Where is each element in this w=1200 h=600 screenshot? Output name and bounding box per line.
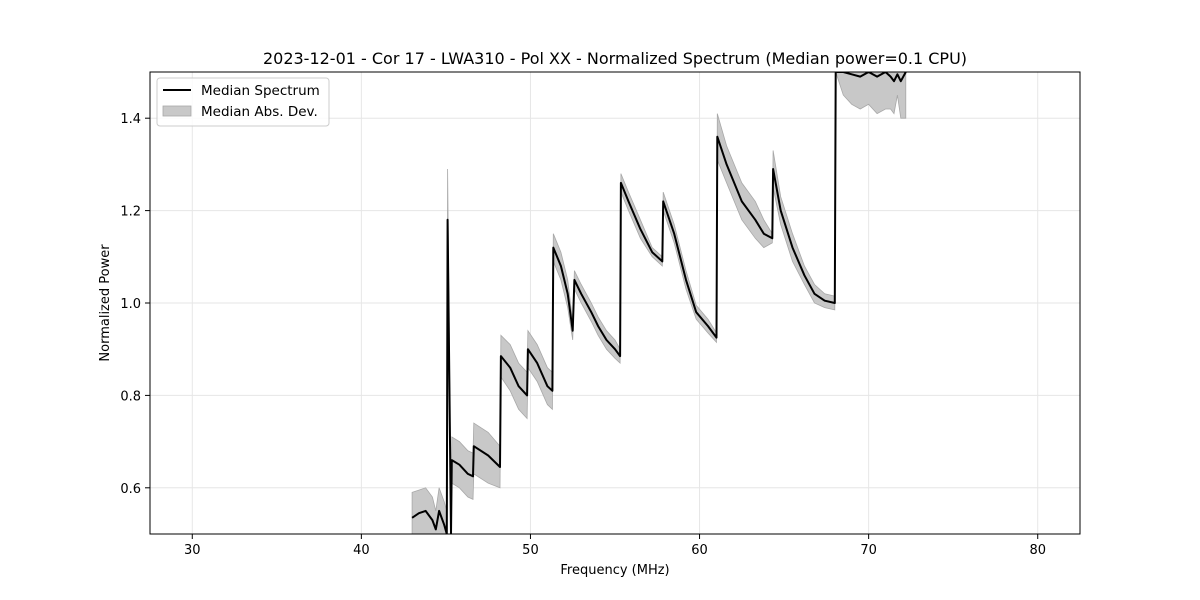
axis-ticks: 30 40 50 60 70 80 0.6 0.8 1.0 1.2 1.4 bbox=[120, 112, 1046, 558]
y-tick-label: 0.6 bbox=[120, 482, 141, 497]
x-tick-label: 50 bbox=[522, 543, 539, 558]
y-tick-label: 1.0 bbox=[120, 297, 141, 312]
grid bbox=[150, 72, 1080, 534]
y-tick-label: 1.4 bbox=[120, 112, 141, 127]
y-axis-title: Normalized Power bbox=[98, 244, 113, 362]
x-tick-label: 70 bbox=[860, 543, 877, 558]
x-axis-title: Frequency (MHz) bbox=[560, 563, 669, 578]
legend-entry-median-abs-dev: Median Abs. Dev. bbox=[201, 104, 318, 120]
plot-area bbox=[411, 72, 907, 534]
x-tick-label: 30 bbox=[184, 543, 201, 558]
legend-box bbox=[156, 77, 330, 127]
x-tick-label: 80 bbox=[1029, 543, 1046, 558]
x-tick-label: 40 bbox=[353, 543, 370, 558]
y-tick-label: 0.8 bbox=[120, 389, 141, 404]
chart-title: 2023-12-01 - Cor 17 - LWA310 - Pol XX - … bbox=[263, 49, 967, 68]
y-tick-label: 1.2 bbox=[120, 205, 141, 220]
median-spectrum-line bbox=[411, 72, 907, 534]
legend: Median Spectrum Median Abs. Dev. bbox=[156, 77, 330, 127]
legend-band-swatch bbox=[162, 105, 192, 117]
x-tick-label: 60 bbox=[691, 543, 708, 558]
legend-entry-median-spectrum: Median Spectrum bbox=[201, 83, 320, 99]
